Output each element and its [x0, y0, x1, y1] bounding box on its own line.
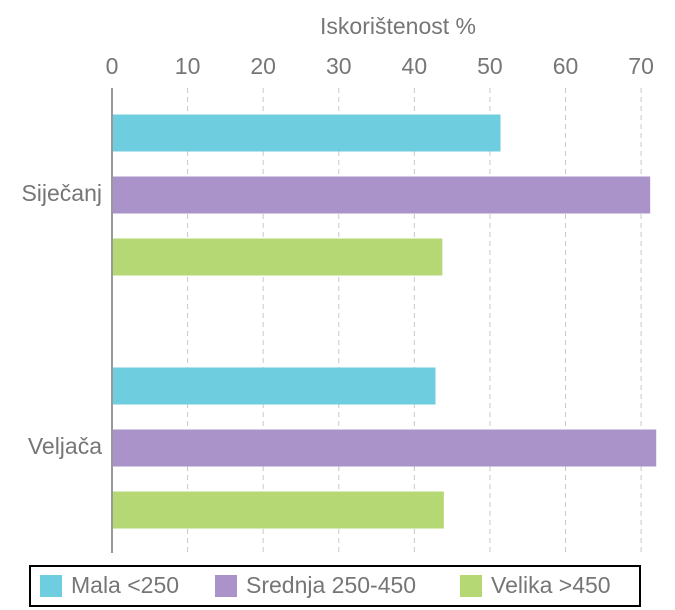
y-tick-label: Veljača [28, 433, 102, 459]
legend-label: Velika >450 [491, 572, 611, 598]
x-tick-label: 60 [553, 53, 579, 79]
legend-swatch [460, 575, 482, 597]
legend-swatch [40, 575, 62, 597]
bar [112, 367, 436, 405]
legend-box [29, 565, 641, 607]
bar [112, 238, 443, 276]
x-tick-label: 40 [402, 53, 428, 79]
x-tick-label: 0 [106, 53, 119, 79]
bar [112, 429, 657, 467]
x-tick-label: 10 [175, 53, 201, 79]
bar [112, 176, 651, 214]
x-tick-label: 70 [628, 53, 654, 79]
x-tick-label: 20 [250, 53, 276, 79]
legend-label: Srednja 250-450 [246, 572, 416, 598]
x-tick-label: 50 [477, 53, 503, 79]
axis-title: Iskorištenost % [320, 13, 476, 39]
legend-swatch [215, 575, 237, 597]
bar [112, 114, 501, 152]
y-tick-label: Siječanj [21, 180, 102, 206]
legend-label: Mala <250 [71, 572, 179, 598]
x-tick-label: 30 [326, 53, 352, 79]
bar [112, 491, 444, 529]
